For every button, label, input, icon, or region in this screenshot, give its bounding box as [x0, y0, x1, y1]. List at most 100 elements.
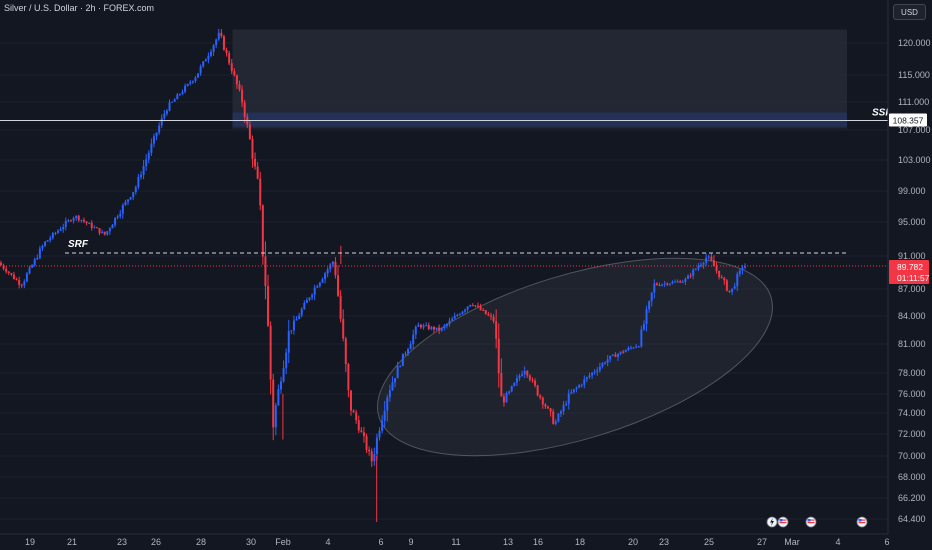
candle-body	[404, 353, 407, 355]
candle-body	[98, 228, 101, 234]
candle-body	[425, 325, 428, 327]
candle-body	[331, 261, 334, 265]
candle-body	[225, 49, 228, 53]
candle-body	[554, 421, 557, 424]
candle-body	[2, 265, 5, 269]
candle-body	[344, 338, 347, 365]
candle-body	[202, 61, 205, 67]
candle-body	[147, 152, 150, 160]
candle-body	[305, 299, 308, 303]
candle-body	[95, 227, 98, 229]
candle-body	[139, 174, 142, 177]
candle-body	[108, 228, 111, 232]
us-flag-stripe	[858, 519, 866, 521]
candle-body	[277, 389, 280, 406]
candle-body	[158, 125, 161, 133]
candle-body	[142, 165, 145, 175]
candle-body	[93, 227, 96, 229]
candle-body	[217, 32, 220, 40]
candle-body	[474, 305, 477, 307]
candle-body	[575, 387, 578, 390]
candle-body	[46, 240, 49, 242]
ssr-price-tag-text: 108.357	[893, 116, 924, 126]
candle-body	[689, 275, 692, 277]
candle-body	[279, 381, 282, 390]
candle-body	[725, 280, 728, 291]
candle-body	[614, 354, 617, 357]
candle-body	[718, 270, 721, 278]
candle-body	[624, 350, 627, 353]
candle-body	[285, 352, 288, 369]
time-tick-label: 11	[451, 537, 460, 547]
candle-body	[25, 273, 28, 282]
price-tick-label: 87.000	[898, 284, 926, 294]
candle-body	[591, 372, 594, 376]
candle-body	[69, 220, 72, 222]
candle-body	[318, 282, 321, 287]
candle-body	[41, 245, 44, 249]
candle-body	[28, 267, 31, 274]
us-flag-stripe	[807, 519, 815, 521]
candle-body	[77, 215, 80, 221]
time-tick-label: 13	[503, 537, 513, 547]
accumulation-ellipse	[376, 257, 774, 457]
candle-body	[111, 224, 114, 229]
candle-body	[640, 329, 643, 347]
candle-body	[593, 371, 596, 373]
us-flag-stripe	[858, 522, 866, 524]
current-price-text: 89.782	[897, 262, 923, 272]
price-tick-label: 72.000	[898, 429, 926, 439]
candle-body	[570, 392, 573, 394]
candle-body	[388, 390, 391, 398]
candle-body	[697, 266, 700, 269]
candle-body	[687, 275, 690, 279]
candle-body	[287, 331, 290, 353]
candle-body	[702, 262, 705, 265]
candle-body	[399, 365, 402, 367]
candle-body	[544, 404, 547, 407]
price-tick-label: 70.000	[898, 451, 926, 461]
candle-body	[256, 166, 259, 179]
candle-body	[215, 39, 218, 46]
candle-body	[601, 363, 604, 367]
candle-body	[585, 377, 588, 380]
candle-body	[72, 218, 75, 221]
ssr-price-tag	[889, 113, 927, 127]
candle-body	[715, 266, 718, 271]
candle-body	[510, 386, 513, 392]
candle-body	[738, 270, 741, 275]
candle-body	[10, 273, 13, 275]
candle-body	[145, 159, 148, 166]
price-tick-label: 95.000	[898, 217, 926, 227]
candle-body	[731, 288, 734, 292]
candle-body	[464, 309, 467, 312]
candle-body	[655, 283, 658, 286]
currency-button[interactable]: USD	[893, 4, 926, 20]
candle-body	[207, 55, 210, 60]
candle-body	[5, 268, 8, 272]
candle-body	[422, 325, 425, 328]
candle-body	[197, 73, 200, 78]
candle-body	[228, 52, 231, 64]
candle-body	[622, 351, 625, 353]
candle-body	[12, 274, 15, 280]
candle-body	[627, 347, 630, 351]
candle-body	[482, 309, 485, 311]
candle-body	[7, 271, 10, 274]
candle-body	[692, 269, 695, 276]
time-tick-label: 6	[884, 537, 889, 547]
candle-body	[471, 304, 474, 306]
candle-body	[523, 370, 526, 375]
candle-body	[453, 315, 456, 319]
price-tick-label: 99.000	[898, 186, 926, 196]
candle-body	[502, 396, 505, 403]
candle-body	[355, 412, 358, 421]
price-tick-label: 81.000	[898, 339, 926, 349]
candle-body	[155, 132, 158, 137]
candle-body	[707, 256, 710, 258]
candle-body	[313, 287, 316, 295]
srf-label: SRF	[68, 239, 89, 250]
candle-body	[49, 238, 52, 241]
candle-body	[650, 292, 653, 302]
